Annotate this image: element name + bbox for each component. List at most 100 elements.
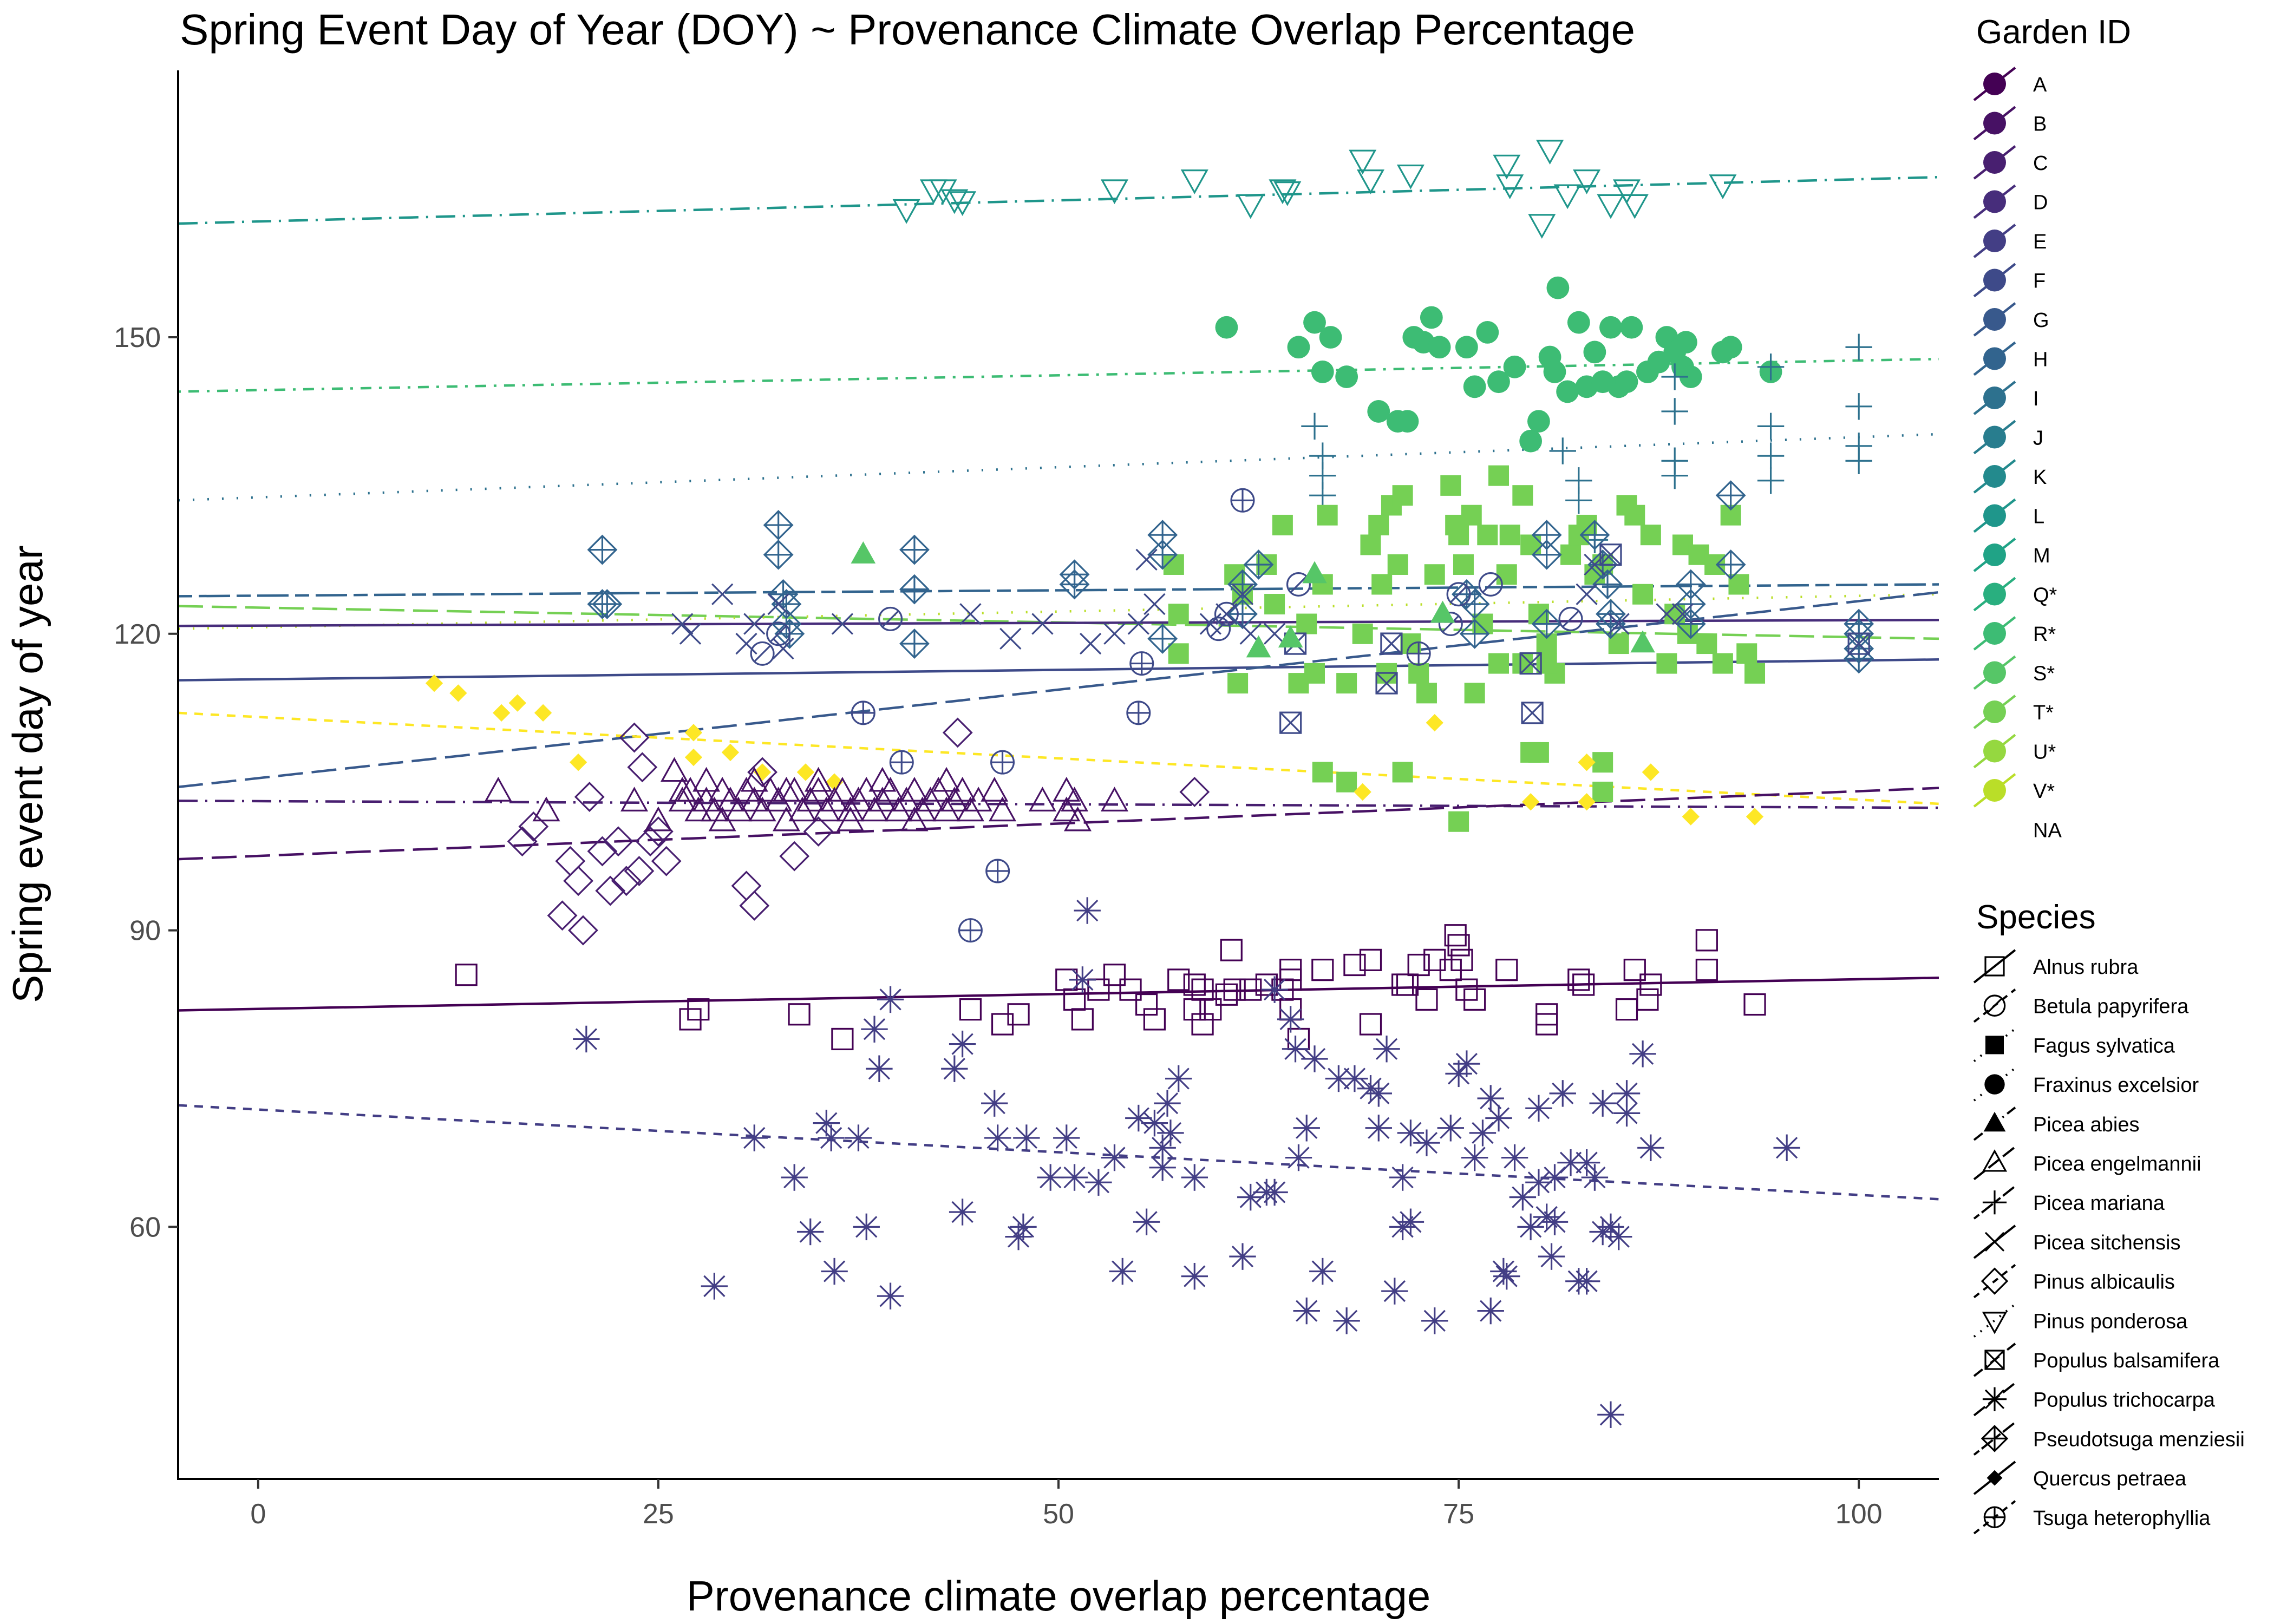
data-point: [763, 510, 794, 540]
series-tsuga-heterophyllia: [851, 488, 1431, 943]
species-legend-item-quercus-petraea: Quercus petraea: [1973, 1461, 2187, 1495]
data-point: [1608, 613, 1630, 635]
data-point: [1125, 1104, 1152, 1132]
data-point: [1416, 683, 1437, 704]
data-point: [1584, 553, 1606, 576]
data-point: [1109, 1258, 1136, 1285]
data-point: [766, 621, 791, 646]
data-point: [877, 1282, 904, 1309]
data-point: [1037, 1164, 1064, 1191]
garden-legend-label: T*: [2033, 702, 2054, 724]
data-point: [772, 638, 794, 660]
data-point: [868, 767, 897, 792]
data-point: [1636, 988, 1659, 1011]
data-point: [1579, 520, 1610, 551]
data-point: [1847, 632, 1870, 655]
data-point: [724, 796, 753, 822]
species-legend-line-key: [1973, 949, 2016, 984]
data-point: [1605, 1223, 1632, 1250]
data-point: [574, 782, 605, 812]
data-point: [687, 998, 710, 1021]
data-point: [1629, 1040, 1656, 1068]
data-point: [1560, 544, 1582, 565]
data-point: [671, 613, 694, 635]
species-legend-item-pinus-ponderosa: Pinus ponderosa: [1973, 1303, 2188, 1338]
data-point: [1557, 1149, 1584, 1176]
data-point: [1278, 625, 1303, 648]
garden-legend-item-i: I: [1973, 381, 2039, 415]
data-point: [1279, 968, 1302, 991]
data-point: [1549, 437, 1576, 464]
data-point: [1674, 331, 1697, 354]
data-point: [1224, 564, 1245, 585]
data-point: [1301, 412, 1328, 440]
data-point: [1578, 793, 1596, 811]
species-legend-item-picea-engelmannii: Picea engelmannii: [1973, 1145, 2201, 1181]
data-point: [1157, 1119, 1184, 1147]
garden-legend-item-c: C: [1973, 145, 2048, 180]
data-point: [1715, 549, 1746, 580]
garden-legend-point-key: [1983, 230, 2006, 252]
data-point: [1620, 194, 1649, 219]
data-point: [563, 866, 594, 896]
data-point: [1227, 673, 1249, 694]
data-point: [899, 628, 930, 659]
data-point: [1661, 363, 1688, 390]
data-point: [1053, 796, 1081, 822]
data-point: [940, 787, 969, 811]
garden-legend-label: S*: [2033, 663, 2055, 685]
x-tick-label: 75: [1443, 1498, 1474, 1530]
data-point: [1183, 973, 1206, 996]
data-point: [1538, 1243, 1565, 1270]
data-point: [1415, 988, 1438, 1011]
data-point: [1620, 316, 1643, 339]
x-tick-label: 50: [1043, 1498, 1074, 1530]
data-point: [1519, 652, 1542, 675]
data-point: [780, 776, 808, 802]
data-point: [1453, 1050, 1480, 1077]
data-point: [1119, 978, 1142, 1001]
data-point: [1396, 164, 1424, 189]
data-point: [660, 757, 688, 782]
data-point: [1426, 713, 1443, 732]
data-point: [1135, 548, 1158, 571]
fit-line-11: [178, 800, 1939, 809]
species-legend-item-alnus-rubra: Alnus rubra: [1973, 949, 2139, 984]
species-legend-label: Picea mariana: [2033, 1192, 2165, 1215]
data-point: [735, 632, 757, 655]
data-point: [831, 1027, 854, 1051]
data-point: [1637, 1134, 1664, 1162]
species-legend-label: Picea engelmannii: [2033, 1153, 2201, 1176]
data-point: [1074, 897, 1101, 924]
data-point: [1565, 467, 1592, 494]
data-point: [851, 541, 876, 564]
species-legend-shape-key: [1984, 1232, 2005, 1252]
data-point: [884, 796, 912, 822]
data-point: [949, 776, 977, 802]
data-point: [889, 750, 914, 775]
data-point: [828, 776, 857, 802]
data-point: [1261, 976, 1288, 1003]
data-point: [1183, 998, 1206, 1021]
data-point: [1191, 1013, 1214, 1036]
fit-line-9: [178, 591, 1939, 789]
data-point: [1255, 973, 1278, 996]
species-legend-item-picea-abies: Picea abies: [1973, 1106, 2139, 1141]
data-point: [932, 796, 960, 822]
data-point: [587, 836, 618, 867]
data-point: [1407, 953, 1430, 977]
data-point: [1053, 1124, 1080, 1151]
data-point: [1448, 525, 1469, 546]
data-point: [692, 787, 721, 811]
data-point: [1567, 968, 1590, 991]
data-point: [1525, 1169, 1552, 1196]
data-point: [1599, 316, 1622, 339]
data-point: [1261, 1178, 1288, 1206]
data-point: [1199, 998, 1222, 1021]
species-legend-label: Alnus rubra: [2033, 956, 2139, 979]
data-point: [831, 613, 854, 635]
species-legend-item-populus-trichocarpa: Populus trichocarpa: [1973, 1382, 2216, 1417]
data-point: [1181, 1262, 1208, 1290]
data-point: [837, 796, 865, 822]
